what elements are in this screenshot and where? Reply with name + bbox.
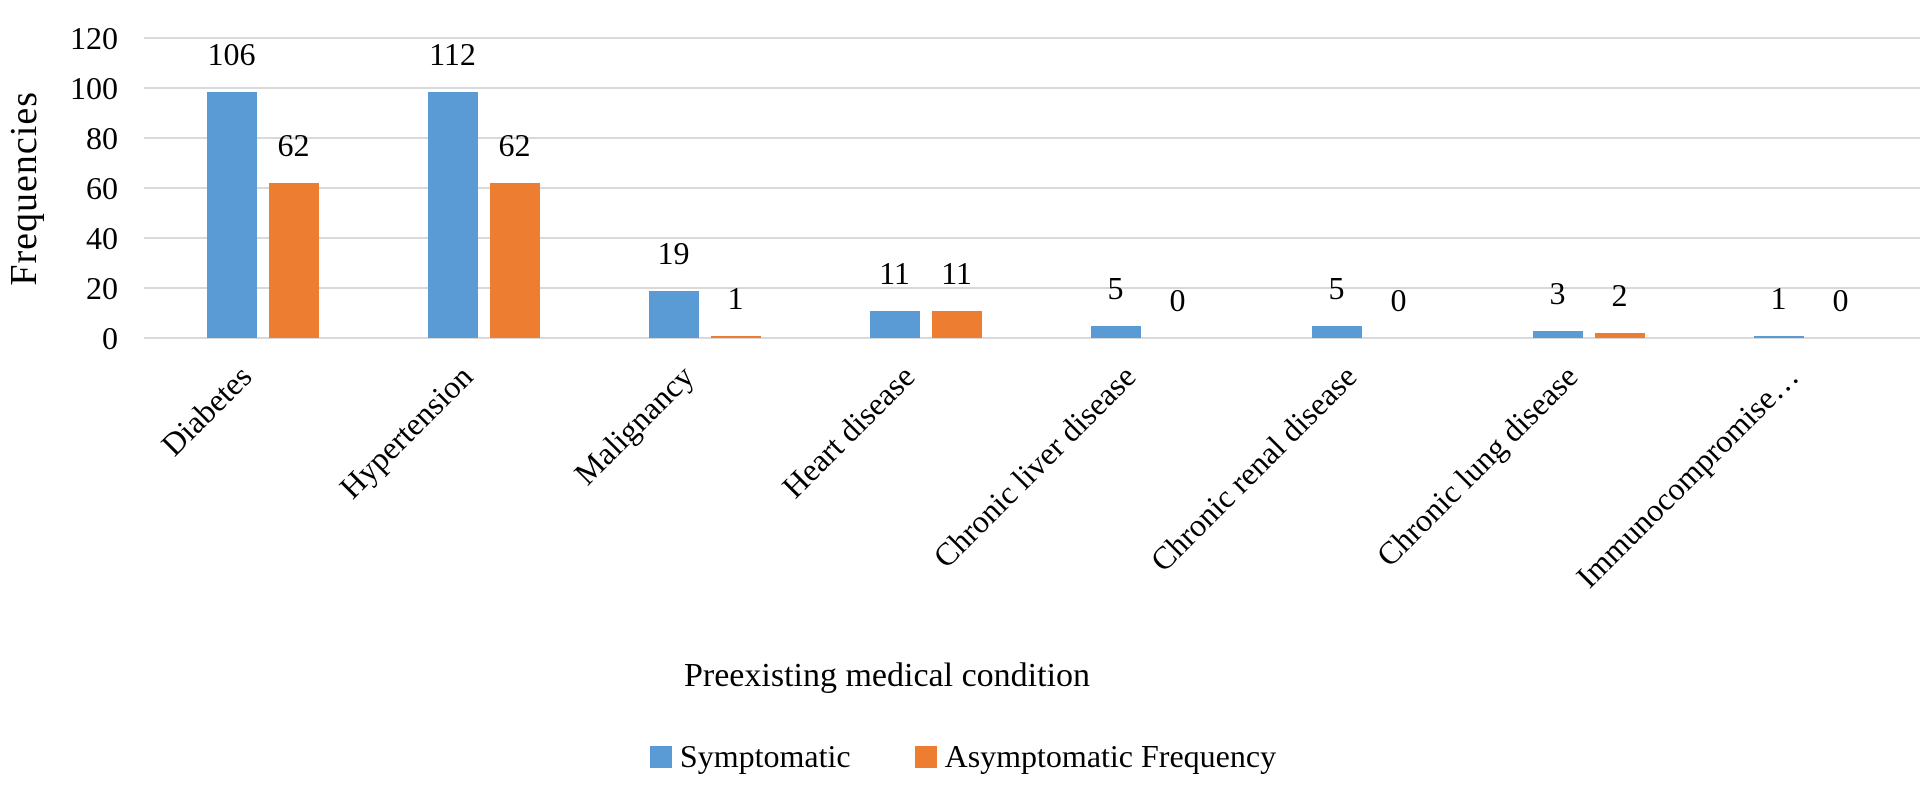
bar-value-label: 19 xyxy=(657,234,690,271)
bar xyxy=(427,92,478,338)
bar-group: 0 xyxy=(1153,38,1203,338)
bar-group: 112 xyxy=(427,36,478,338)
gridline xyxy=(152,337,1920,339)
y-tick-mark xyxy=(144,187,154,189)
legend: Symptomatic Asymptomatic Frequency xyxy=(0,738,1926,775)
bar-value-label: 5 xyxy=(1328,269,1345,306)
bar-value-label: 5 xyxy=(1107,269,1124,306)
y-tick-label: 20 xyxy=(86,270,118,306)
bar-group: 5 xyxy=(1090,38,1141,338)
y-tick-mark xyxy=(144,237,154,239)
y-tick-label: 100 xyxy=(70,70,118,106)
y-tick-label: 120 xyxy=(70,20,118,56)
x-axis-title: Preexisting medical condition xyxy=(487,656,1287,696)
bar-group: 62 xyxy=(489,38,540,338)
y-tick-label: 40 xyxy=(86,220,118,256)
x-axis-title-text: Preexisting medical condition xyxy=(683,657,1091,694)
bar-value-label: 0 xyxy=(1390,282,1407,318)
bar-group: 2 xyxy=(1594,38,1645,338)
bar xyxy=(206,92,257,338)
bar-value-label: 3 xyxy=(1549,274,1566,311)
bar-group: 11 xyxy=(931,38,982,338)
gridline xyxy=(152,237,1920,239)
gridline xyxy=(152,137,1920,139)
legend-item: Asymptomatic Frequency xyxy=(914,738,1277,775)
y-tick-mark xyxy=(144,87,154,89)
gridline xyxy=(152,87,1920,89)
bar-value-label: 112 xyxy=(429,36,476,72)
bar-group: 3 xyxy=(1532,38,1583,338)
legend-label: Asymptomatic Frequency xyxy=(944,738,1277,774)
bar xyxy=(648,290,699,338)
y-tick-label: 60 xyxy=(86,170,118,206)
y-tick-mark xyxy=(144,337,154,339)
bar-value-label: 2 xyxy=(1611,277,1628,313)
bar-value-label: 62 xyxy=(498,127,531,163)
y-tick-label: 80 xyxy=(86,120,118,156)
bar-group: 1 xyxy=(710,38,761,338)
bar-group: 62 xyxy=(268,38,319,338)
bar-group: 0 xyxy=(1816,38,1866,338)
bar xyxy=(1753,335,1804,338)
bar xyxy=(1090,325,1141,338)
bar-value-label: 1 xyxy=(727,279,744,316)
bar-group: 19 xyxy=(648,38,699,338)
y-tick-mark xyxy=(144,37,154,39)
bar-group: 11 xyxy=(869,38,920,338)
bar-value-label: 1 xyxy=(1770,279,1787,316)
bar xyxy=(489,183,540,338)
bar-value-label: 0 xyxy=(1169,282,1186,318)
category-band: 106 62 xyxy=(152,38,373,338)
bar xyxy=(869,310,920,338)
gridline xyxy=(152,287,1920,289)
bar xyxy=(1532,330,1583,338)
y-tick-mark xyxy=(144,287,154,289)
category-band: 11 11 xyxy=(815,38,1036,338)
bar-group: 106 xyxy=(206,36,257,338)
y-tick-mark xyxy=(144,137,154,139)
legend-item: Symptomatic xyxy=(649,738,851,775)
category-band: 19 1 xyxy=(594,38,815,338)
bar-value-label: 11 xyxy=(879,254,910,291)
bar-group: 1 xyxy=(1753,38,1804,338)
bar-value-label: 0 xyxy=(1832,282,1849,318)
y-tick-label: 0 xyxy=(102,320,118,356)
gridline xyxy=(152,37,1920,39)
bar xyxy=(1311,325,1362,338)
bar-group: 0 xyxy=(1374,38,1424,338)
legend-swatch xyxy=(649,745,672,768)
legend-swatch xyxy=(914,745,937,768)
bar xyxy=(268,183,319,338)
bar-value-label: 106 xyxy=(207,36,256,72)
category-band: 112 62 xyxy=(373,38,594,338)
legend-label: Symptomatic xyxy=(679,738,851,774)
bar-value-label: 11 xyxy=(941,254,972,291)
bar xyxy=(931,310,982,338)
bar-value-label: 62 xyxy=(277,127,310,163)
bar xyxy=(1594,333,1645,338)
gridline xyxy=(152,187,1920,189)
bar xyxy=(710,335,761,338)
bar-group: 5 xyxy=(1311,38,1362,338)
